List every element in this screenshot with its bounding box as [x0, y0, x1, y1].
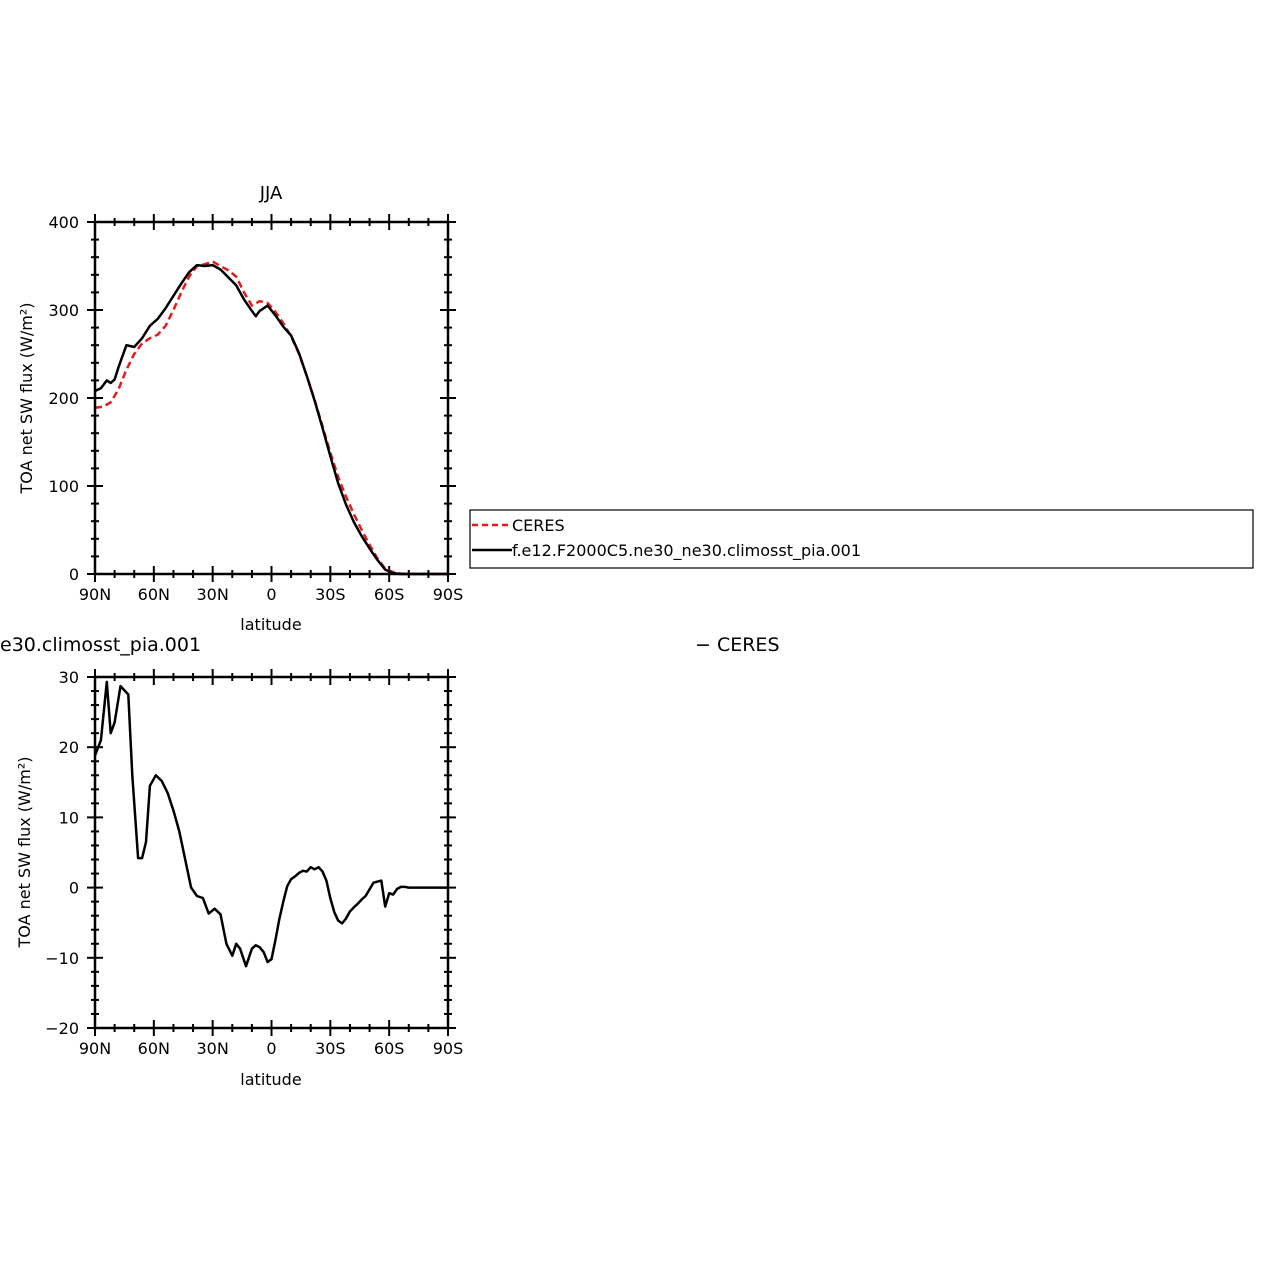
top-series-line-1	[94, 263, 448, 576]
top-ytick-label: 200	[48, 389, 79, 408]
bottom-ytick-label: 0	[69, 879, 79, 898]
top-xtick-label: 90N	[79, 585, 111, 604]
bottom-xtick-label: 90S	[433, 1039, 464, 1058]
bottom-panel-ticks: 90N 60N 30N 0 30S 60S 90S −20 −10 0 10 20 30	[45, 668, 463, 1058]
top-ytick-label: 400	[48, 213, 79, 232]
bottom-ytick-label: 30	[59, 668, 79, 687]
top-panel-title: JJA	[259, 183, 283, 204]
bottom-panel-title-right: − CERES	[695, 634, 780, 656]
bottom-panel-ylabel: TOA net SW flux (W/m²)	[15, 757, 34, 949]
top-ytick-label: 300	[48, 301, 79, 320]
top-xtick-label: 60N	[138, 585, 170, 604]
legend: CERES f.e12.F2000C5.ne30_ne30.climosst_p…	[469, 509, 1254, 569]
bottom-panel-frame	[93, 675, 450, 1030]
top-panel: JJA TOA net SW flux (W/m²) latitude 90N 6…	[17, 183, 463, 634]
top-panel-ticks: 90N 60N 30N 0 30S 60S 90S 0 100 200 300 400	[48, 213, 463, 604]
top-panel-frame	[93, 220, 450, 576]
bottom-ytick-label: −10	[45, 949, 79, 968]
top-xtick-label: 30N	[197, 585, 229, 604]
bottom-xtick-label: 0	[266, 1039, 276, 1058]
bottom-panel-series	[93, 680, 448, 968]
legend-box	[469, 509, 1254, 569]
top-ytick-label: 100	[48, 477, 79, 496]
bottom-ytick-label: 20	[59, 738, 79, 757]
bottom-xtick-label: 30N	[197, 1039, 229, 1058]
top-panel-ylabel: TOA net SW flux (W/m²)	[17, 303, 36, 495]
top-xtick-label: 60S	[374, 585, 405, 604]
bottom-ytick-label: 10	[59, 808, 79, 827]
bottom-xtick-label: 90N	[79, 1039, 111, 1058]
legend-label-model: f.e12.F2000C5.ne30_ne30.climosst_pia.001	[512, 541, 861, 561]
top-panel-xlabel: latitude	[240, 615, 301, 634]
legend-label-ceres: CERES	[512, 516, 565, 535]
top-panel-series	[94, 260, 448, 576]
bottom-panel-title: e30.climosst_pia.001	[0, 634, 201, 656]
bottom-ytick-label: −20	[45, 1019, 79, 1038]
top-ytick-label: 0	[69, 565, 79, 584]
bottom-xtick-label: 60S	[374, 1039, 405, 1058]
top-xtick-label: 0	[266, 585, 276, 604]
bottom-panel-xlabel: latitude	[240, 1070, 301, 1089]
bottom-series-line-0	[93, 680, 448, 968]
bottom-xtick-label: 30S	[315, 1039, 346, 1058]
bottom-panel: e30.climosst_pia.001 − CERES TOA net SW …	[0, 634, 780, 1089]
bottom-xtick-label: 60N	[138, 1039, 170, 1058]
top-xtick-label: 90S	[433, 585, 464, 604]
top-xtick-label: 30S	[315, 585, 346, 604]
